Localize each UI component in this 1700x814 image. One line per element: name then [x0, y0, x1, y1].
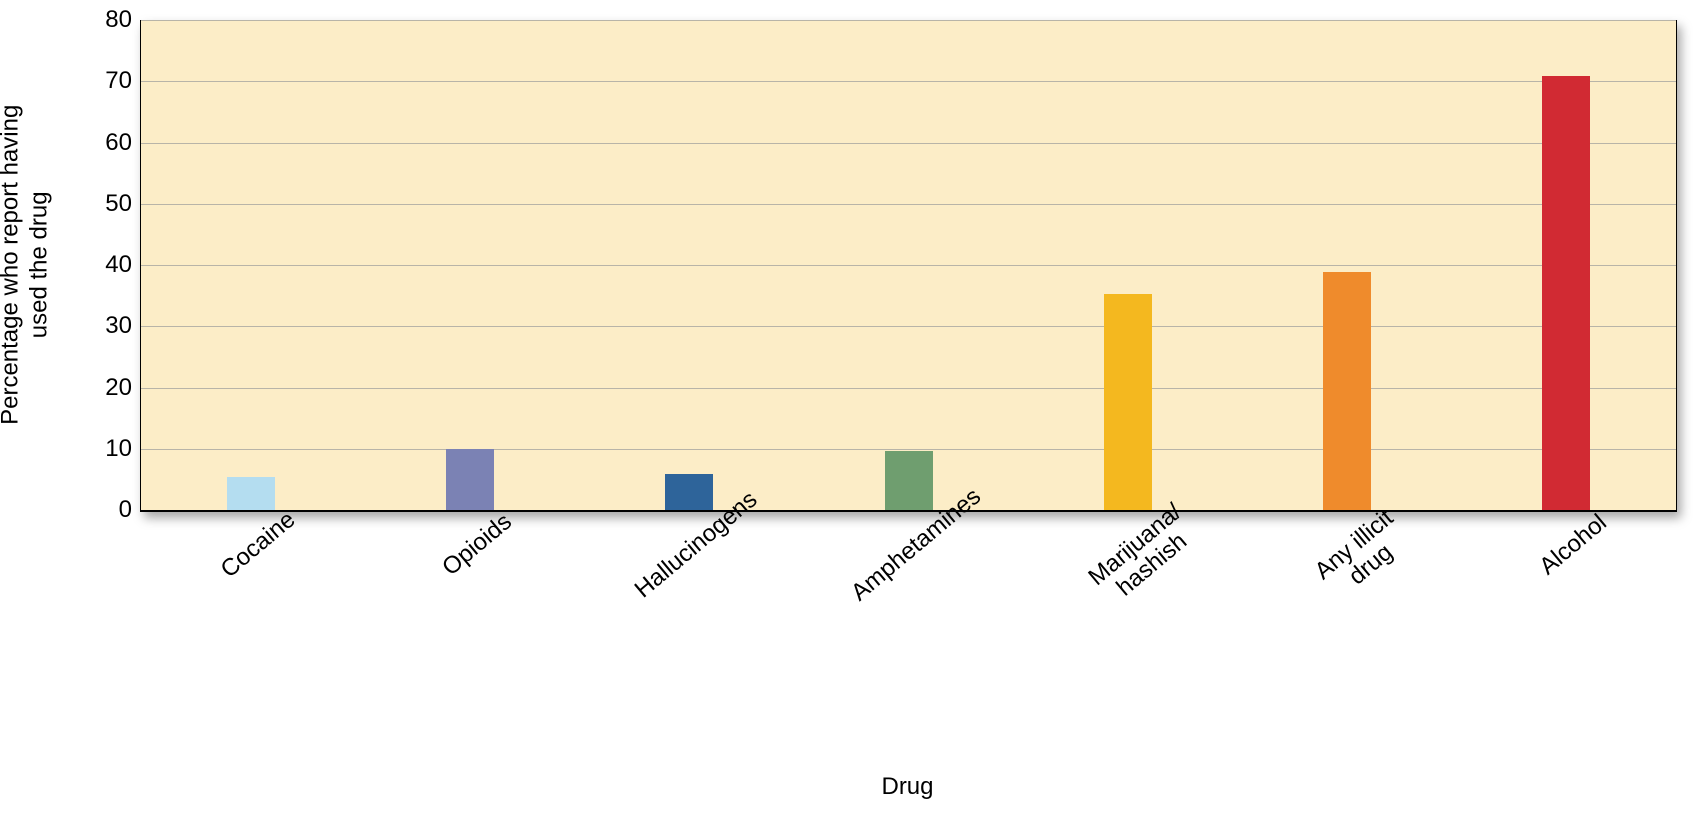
y-tick-label: 40 — [0, 251, 132, 279]
x-tick-label: Alcohol — [1535, 510, 1612, 581]
y-tick-label: 70 — [0, 67, 132, 95]
x-tick-label: Cocaine — [216, 507, 300, 584]
bar — [1323, 272, 1371, 511]
x-tick-label: Opioids — [438, 509, 517, 582]
bar — [665, 474, 713, 511]
x-tick-label: Any illicit drug — [1310, 505, 1415, 605]
drug-use-bar-chart: Percentage who report having used the dr… — [0, 0, 1700, 814]
bar — [1542, 76, 1590, 511]
plot-area — [140, 20, 1677, 512]
gridline — [141, 265, 1676, 266]
y-tick-label: 0 — [0, 496, 132, 524]
gridline — [141, 449, 1676, 450]
x-axis-label-text: Drug — [881, 773, 933, 800]
y-tick-label: 20 — [0, 374, 132, 402]
gridline — [141, 143, 1676, 144]
y-tick-label: 50 — [0, 190, 132, 218]
y-tick-label: 10 — [0, 435, 132, 463]
y-tick-label: 60 — [0, 129, 132, 157]
y-tick-label: 30 — [0, 312, 132, 340]
gridline — [141, 326, 1676, 327]
gridline — [141, 388, 1676, 389]
bar — [1104, 294, 1152, 511]
gridline — [141, 204, 1676, 205]
x-axis-label: Drug — [881, 770, 933, 801]
y-tick-label: 80 — [0, 6, 132, 34]
bar — [227, 477, 275, 511]
bar — [885, 451, 933, 511]
gridline — [141, 20, 1676, 21]
gridline — [141, 81, 1676, 82]
x-axis-line — [141, 510, 1676, 511]
bar — [446, 449, 494, 511]
x-tick-label: Marijuana/ hashish — [1084, 499, 1204, 611]
